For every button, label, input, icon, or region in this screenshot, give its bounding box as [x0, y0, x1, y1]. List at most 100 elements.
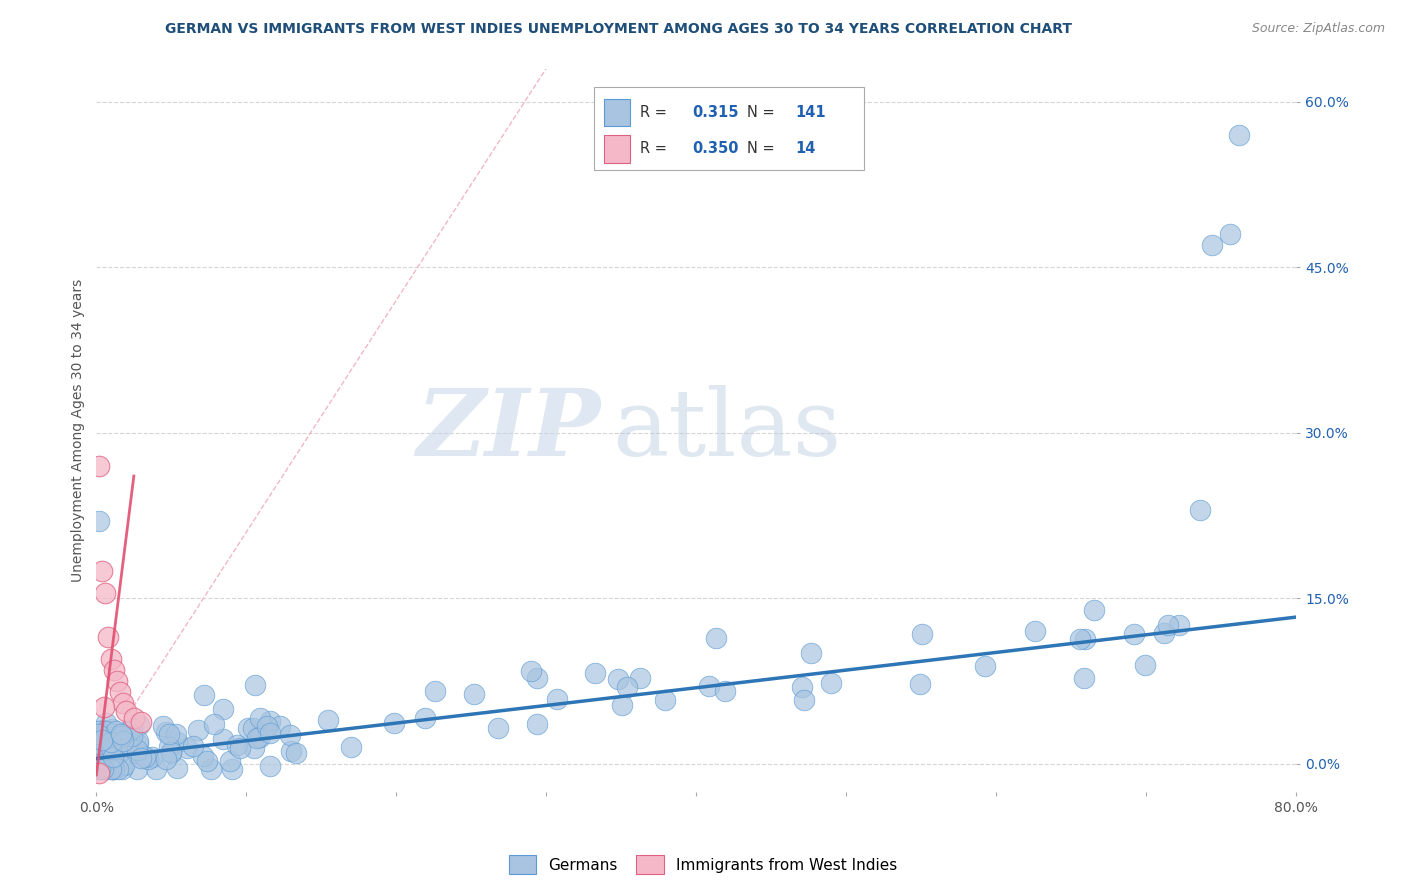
Point	[155, 752, 177, 766]
Point	[221, 763, 243, 777]
Point	[1024, 624, 1046, 638]
Text: 14: 14	[796, 141, 815, 156]
Point	[121, 722, 143, 736]
Point	[911, 626, 934, 640]
Point	[155, 725, 177, 739]
Point	[91, 763, 114, 777]
Text: R =: R =	[640, 105, 671, 120]
Point	[211, 732, 233, 747]
Point	[127, 743, 149, 757]
FancyBboxPatch shape	[603, 99, 630, 127]
Point	[125, 747, 148, 761]
Point	[96, 750, 118, 764]
Point	[111, 729, 134, 743]
Point	[129, 751, 152, 765]
Point	[486, 721, 509, 735]
Point	[1083, 603, 1105, 617]
Point	[520, 664, 543, 678]
Point	[91, 730, 114, 744]
Point	[583, 666, 606, 681]
Point	[128, 718, 150, 732]
Point	[1157, 618, 1180, 632]
Point	[219, 754, 242, 768]
Point	[259, 714, 281, 728]
Point	[229, 741, 252, 756]
Text: atlas: atlas	[612, 385, 841, 475]
Point	[176, 740, 198, 755]
Point	[908, 677, 931, 691]
Point	[225, 738, 247, 752]
Point	[89, 458, 111, 473]
Point	[974, 659, 997, 673]
Point	[1123, 626, 1146, 640]
Point	[100, 763, 122, 777]
Point	[187, 723, 209, 737]
Point	[110, 685, 132, 699]
Point	[112, 758, 135, 772]
Point	[90, 763, 112, 777]
Point	[94, 735, 117, 749]
Point	[152, 719, 174, 733]
Point	[256, 719, 278, 733]
Point	[111, 737, 134, 751]
Text: 0.315: 0.315	[693, 105, 740, 120]
Point	[280, 744, 302, 758]
Point	[197, 755, 219, 769]
Point	[1153, 626, 1175, 640]
Point	[89, 763, 111, 777]
Point	[280, 728, 302, 742]
Point	[193, 688, 215, 702]
Text: Source: ZipAtlas.com: Source: ZipAtlas.com	[1251, 22, 1385, 36]
Point	[94, 763, 117, 777]
Y-axis label: Unemployment Among Ages 30 to 34 years: Unemployment Among Ages 30 to 34 years	[72, 278, 86, 582]
Point	[1219, 227, 1241, 241]
Point	[91, 564, 114, 578]
Point	[107, 749, 129, 764]
Point	[382, 716, 405, 731]
Point	[616, 680, 638, 694]
Legend: Germans, Immigrants from West Indies: Germans, Immigrants from West Indies	[503, 849, 903, 880]
Point	[269, 719, 291, 733]
Point	[101, 763, 124, 777]
Text: GERMAN VS IMMIGRANTS FROM WEST INDIES UNEMPLOYMENT AMONG AGES 30 TO 34 YEARS COR: GERMAN VS IMMIGRANTS FROM WEST INDIES UN…	[165, 22, 1073, 37]
Point	[1201, 238, 1223, 252]
Point	[249, 731, 271, 745]
Point	[340, 740, 363, 755]
Point	[118, 732, 141, 747]
Point	[141, 750, 163, 764]
Point	[101, 722, 124, 736]
Point	[100, 652, 122, 666]
Point	[103, 663, 125, 677]
Point	[145, 763, 167, 777]
Point	[191, 749, 214, 764]
Point	[1133, 657, 1156, 672]
Point	[316, 713, 339, 727]
Text: 0.350: 0.350	[693, 141, 740, 156]
Point	[107, 763, 129, 777]
Text: 141: 141	[796, 105, 827, 120]
Point	[704, 631, 727, 645]
Point	[136, 752, 159, 766]
Text: N =: N =	[747, 105, 779, 120]
Point	[245, 678, 267, 692]
Point	[87, 724, 110, 739]
Point	[159, 727, 181, 741]
Text: R =: R =	[640, 141, 671, 156]
Point	[98, 756, 121, 771]
Point	[118, 723, 141, 738]
Point	[86, 763, 108, 777]
Point	[1167, 618, 1189, 632]
Point	[89, 740, 111, 755]
Point	[112, 696, 135, 710]
Point	[127, 733, 149, 747]
Point	[103, 763, 125, 777]
Point	[122, 710, 145, 724]
Point	[97, 630, 120, 644]
Point	[165, 727, 187, 741]
Point	[105, 723, 128, 738]
Point	[259, 759, 281, 773]
Point	[526, 671, 548, 685]
Point	[94, 763, 117, 777]
Point	[93, 759, 115, 773]
Point	[246, 731, 269, 745]
